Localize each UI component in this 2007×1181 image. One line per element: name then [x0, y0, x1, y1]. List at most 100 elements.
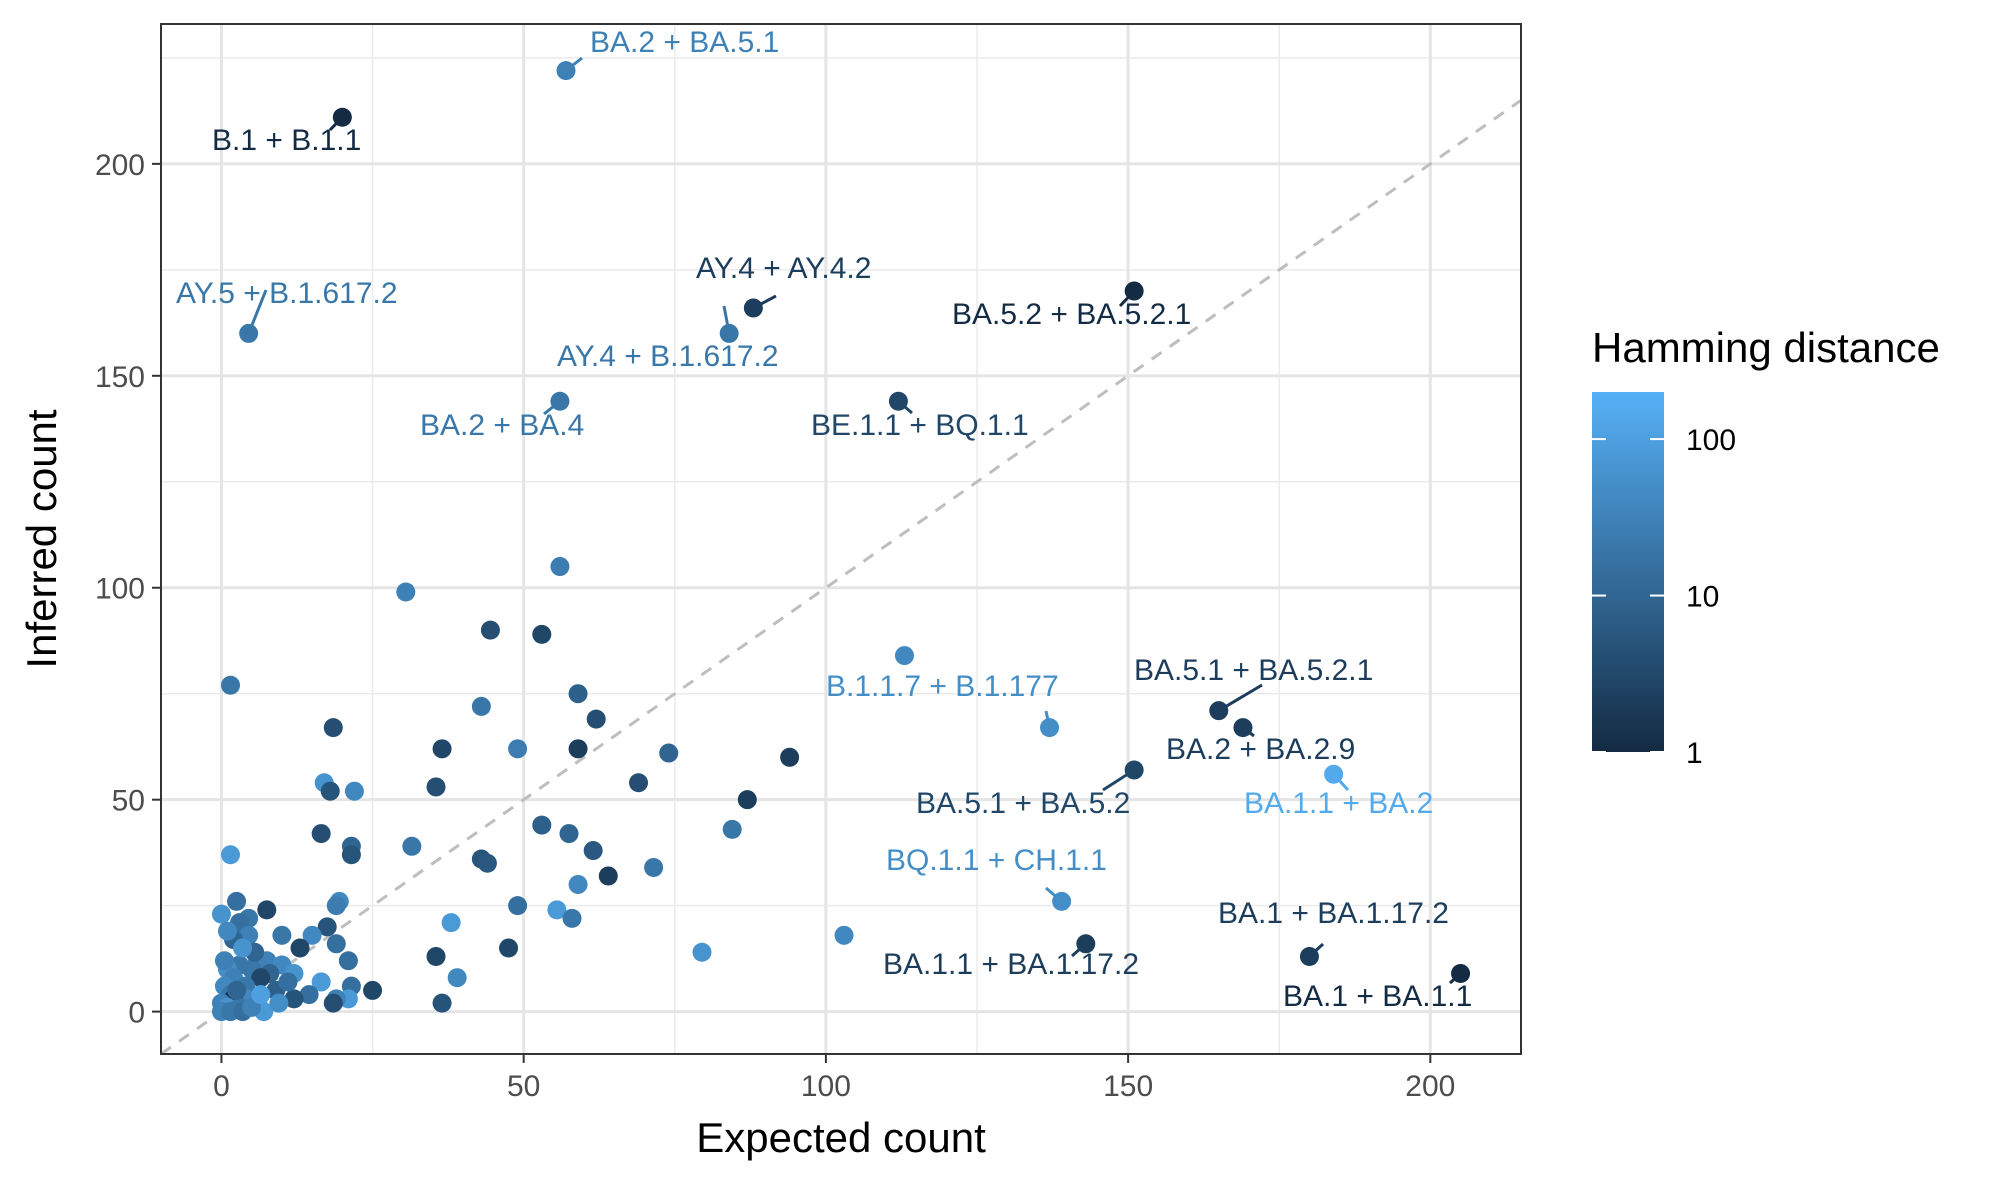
- data-point: [834, 925, 854, 945]
- data-point: [221, 675, 241, 695]
- annotated-point: [1209, 701, 1229, 721]
- y-tick-label: 200: [95, 149, 145, 182]
- annotated-point: [1299, 947, 1319, 967]
- data-point: [644, 857, 664, 877]
- annotated-point: [1052, 891, 1072, 911]
- data-point: [326, 896, 346, 916]
- annotation-label: BA.1.1 + BA.1.17.2: [883, 948, 1139, 981]
- data-point: [402, 836, 422, 856]
- annotated-point: [1076, 934, 1096, 954]
- data-point: [532, 624, 552, 644]
- data-points: [211, 61, 1471, 1022]
- data-point: [692, 942, 712, 962]
- data-point: [441, 913, 461, 933]
- annotated-point: [332, 107, 352, 127]
- annotation-label: B.1.1.7 + B.1.177: [826, 670, 1059, 703]
- panel-border: [160, 23, 1522, 1055]
- data-point: [323, 993, 343, 1013]
- data-point: [251, 968, 271, 988]
- data-point: [344, 781, 364, 801]
- data-point: [284, 989, 304, 1009]
- y-tick-label: 150: [95, 361, 145, 394]
- data-point: [722, 819, 742, 839]
- data-point: [311, 972, 331, 992]
- data-point: [780, 747, 800, 767]
- annotated-point: [1124, 281, 1144, 301]
- annotation-label: BA.5.1 + BA.5.2: [916, 787, 1130, 820]
- annotation-label: BA.1 + BA.1.1: [1283, 980, 1472, 1013]
- data-point: [269, 993, 289, 1013]
- data-point: [211, 904, 231, 924]
- data-point: [227, 980, 247, 1000]
- annotated-point: [1040, 718, 1060, 738]
- data-point: [532, 815, 552, 835]
- data-point: [290, 938, 310, 958]
- data-point: [233, 938, 253, 958]
- data-point: [221, 845, 241, 865]
- annotated-point: [743, 298, 763, 318]
- x-tick-label: 100: [801, 1070, 851, 1103]
- data-point: [659, 743, 679, 763]
- colorbar-tick-label: 100: [1686, 424, 1736, 457]
- annotated-point: [1233, 718, 1253, 738]
- annotation-label: AY.5 + B.1.617.2: [176, 277, 398, 310]
- data-point: [894, 646, 914, 666]
- annotation-label: BQ.1.1 + CH.1.1: [886, 844, 1107, 877]
- data-point: [302, 925, 322, 945]
- annotated-point: [1324, 764, 1344, 784]
- data-point: [426, 947, 446, 967]
- data-point: [547, 900, 567, 920]
- data-point: [550, 557, 570, 577]
- data-point: [629, 773, 649, 793]
- x-tick-label: 0: [213, 1070, 230, 1103]
- annotated-point: [1124, 760, 1144, 780]
- data-point: [499, 938, 519, 958]
- data-point: [217, 921, 237, 941]
- data-point: [311, 824, 331, 844]
- data-point: [568, 874, 588, 894]
- colorbar-tick-label: 10: [1686, 581, 1719, 614]
- annotated-point: [550, 391, 570, 411]
- data-point: [299, 985, 319, 1005]
- data-point: [363, 980, 383, 1000]
- legend: Hamming distance 1 10 100: [1592, 324, 1940, 770]
- x-axis-ticks: 0 50 100 150 200: [213, 1054, 1455, 1103]
- data-point: [396, 582, 416, 602]
- x-tick-label: 150: [1103, 1070, 1153, 1103]
- annotated-point: [1451, 963, 1471, 983]
- colorbar-ticks: 1 10 100: [1592, 424, 1736, 770]
- data-point: [320, 781, 340, 801]
- data-point: [432, 993, 452, 1013]
- data-point: [471, 696, 491, 716]
- data-point: [323, 718, 343, 738]
- annotation-label: B.1 + B.1.1: [212, 124, 361, 157]
- annotation-label: BA.2 + BA.2.9: [1166, 733, 1355, 766]
- y-tick-label: 100: [95, 573, 145, 606]
- grid: [161, 24, 1521, 1054]
- annotation-label: BE.1.1 + BQ.1.1: [811, 409, 1029, 442]
- data-point: [508, 739, 528, 759]
- data-point: [341, 845, 361, 865]
- data-point: [598, 866, 618, 886]
- legend-title: Hamming distance: [1592, 324, 1940, 371]
- data-point: [272, 925, 292, 945]
- data-point: [432, 739, 452, 759]
- data-point: [477, 853, 497, 873]
- annotation-label: BA.2 + BA.5.1: [590, 26, 779, 59]
- x-tick-label: 200: [1405, 1070, 1455, 1103]
- data-point: [214, 951, 234, 971]
- annotated-point: [719, 323, 739, 343]
- x-tick-label: 50: [507, 1070, 540, 1103]
- colorbar: [1592, 392, 1664, 752]
- data-point: [278, 972, 298, 992]
- annotation-label: BA.1.1 + BA.2: [1244, 787, 1433, 820]
- annotated-point: [888, 391, 908, 411]
- data-point: [583, 841, 603, 861]
- y-tick-label: 50: [112, 785, 145, 818]
- data-point: [338, 951, 358, 971]
- data-point: [227, 891, 247, 911]
- data-point: [737, 790, 757, 810]
- x-axis-title: Expected count: [696, 1114, 986, 1161]
- annotation-label: AY.4 + B.1.617.2: [557, 340, 779, 373]
